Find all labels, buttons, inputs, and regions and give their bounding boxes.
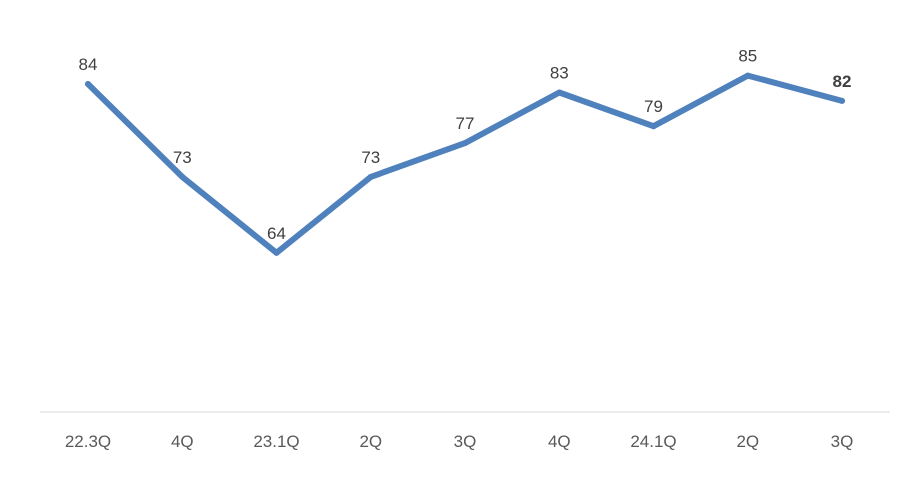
x-tick-label: 2Q bbox=[736, 432, 759, 451]
data-label: 82 bbox=[833, 72, 852, 91]
data-label: 73 bbox=[173, 148, 192, 167]
x-tick-label: 4Q bbox=[171, 432, 194, 451]
data-point bbox=[179, 173, 186, 180]
data-point bbox=[556, 89, 563, 96]
x-tick-label: 3Q bbox=[831, 432, 854, 451]
data-point bbox=[462, 140, 468, 147]
data-point bbox=[273, 249, 280, 256]
series-line bbox=[85, 72, 845, 256]
data-point bbox=[744, 72, 751, 79]
data-label: 64 bbox=[267, 224, 286, 243]
data-label: 84 bbox=[79, 55, 98, 74]
x-tick-label: 23.1Q bbox=[253, 432, 299, 451]
data-point bbox=[85, 81, 91, 87]
x-tick-label: 3Q bbox=[454, 432, 477, 451]
data-point bbox=[839, 97, 845, 104]
data-label: 73 bbox=[361, 148, 380, 167]
data-label: 85 bbox=[738, 47, 757, 66]
x-tick-label: 4Q bbox=[548, 432, 571, 451]
x-tick-label: 24.1Q bbox=[630, 432, 676, 451]
data-point bbox=[650, 123, 657, 130]
data-point bbox=[367, 173, 374, 180]
x-tick-label: 22.3Q bbox=[65, 432, 111, 451]
data-label: 77 bbox=[456, 114, 475, 133]
data-label: 83 bbox=[550, 64, 569, 83]
x-tick-label: 2Q bbox=[359, 432, 382, 451]
data-label: 79 bbox=[644, 97, 663, 116]
